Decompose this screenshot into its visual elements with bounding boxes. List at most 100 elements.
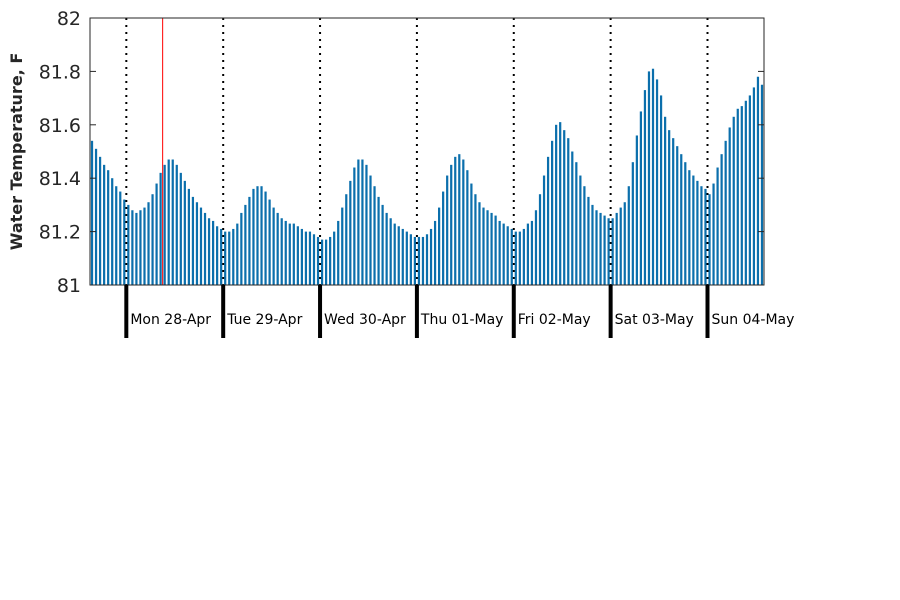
y-axis: 81 81.2 81.4 81.6 81.8 82 — [39, 8, 764, 297]
bar — [256, 186, 259, 285]
bar — [555, 124, 558, 285]
bar — [466, 170, 469, 285]
y-tick-label: 81.8 — [39, 61, 81, 83]
y-tick-label: 82 — [57, 8, 81, 30]
bar — [312, 234, 316, 285]
bar — [373, 186, 376, 285]
bar — [232, 228, 235, 285]
bar — [708, 194, 711, 285]
y-axis-label: Water Temperature, F — [7, 53, 26, 251]
bar — [280, 218, 283, 285]
bar — [199, 207, 203, 285]
bar — [579, 175, 582, 285]
bar — [551, 140, 554, 285]
bar — [591, 204, 594, 285]
bar — [393, 223, 396, 285]
bar — [361, 159, 364, 285]
bar — [224, 231, 227, 285]
bar — [724, 140, 727, 285]
bar — [183, 180, 186, 285]
bar — [627, 186, 630, 285]
bar — [672, 138, 675, 285]
bar — [655, 79, 659, 285]
bar — [187, 188, 190, 285]
bar — [320, 239, 324, 285]
bar — [341, 207, 344, 285]
bar — [228, 231, 231, 285]
bar — [684, 162, 687, 285]
bar — [462, 159, 465, 285]
bar — [401, 228, 404, 285]
day-tick-label: Sat 03-May — [615, 312, 694, 328]
bar — [300, 228, 303, 285]
bar — [244, 204, 247, 285]
bar — [268, 199, 271, 285]
bar — [474, 194, 477, 285]
bar — [381, 204, 384, 285]
bar — [207, 218, 211, 285]
day-tick-label: Sun 04-May — [712, 312, 795, 328]
bar — [385, 212, 388, 285]
bar — [284, 220, 287, 285]
bar — [470, 183, 473, 285]
bar — [147, 202, 150, 285]
y-tick-label: 81.2 — [39, 222, 81, 244]
bar — [623, 202, 626, 285]
bar — [119, 191, 122, 285]
bar — [123, 199, 126, 285]
bar — [127, 204, 130, 285]
day-tick-label: Wed 30-Apr — [324, 312, 406, 328]
bar — [446, 175, 449, 285]
bar — [240, 212, 243, 285]
bar — [607, 218, 610, 285]
bar — [478, 202, 481, 285]
bar — [518, 231, 521, 285]
bar — [296, 226, 299, 285]
bar — [163, 164, 166, 285]
bar — [353, 167, 356, 285]
bar — [498, 220, 501, 285]
bar — [389, 218, 392, 285]
bar — [542, 175, 546, 285]
bar — [583, 186, 586, 285]
bar — [159, 172, 162, 285]
bar — [429, 228, 433, 285]
bar — [712, 183, 715, 285]
y-tick-label: 81.4 — [39, 168, 81, 190]
bar — [506, 226, 509, 285]
bar — [264, 191, 267, 285]
bar — [615, 212, 618, 285]
bar — [688, 170, 691, 285]
bar — [567, 138, 570, 285]
bar — [571, 151, 574, 285]
bar — [575, 162, 578, 285]
bar — [413, 236, 416, 285]
bar — [433, 220, 437, 285]
bar — [425, 234, 429, 285]
bar — [308, 231, 312, 285]
bar — [175, 164, 178, 285]
bar — [668, 130, 671, 285]
bar — [659, 95, 663, 286]
bar — [502, 223, 505, 285]
bar — [195, 202, 199, 285]
bar — [409, 234, 412, 285]
bar — [639, 111, 643, 285]
bar — [90, 140, 94, 285]
bar — [587, 196, 590, 285]
bar — [482, 207, 485, 285]
bar — [599, 212, 602, 285]
bar — [167, 159, 170, 285]
bar — [651, 68, 655, 285]
bar — [337, 220, 340, 285]
bar — [216, 226, 219, 285]
bar — [510, 228, 513, 285]
bar — [397, 226, 400, 285]
bar — [760, 84, 764, 285]
day-tick-label: Tue 29-Apr — [226, 312, 302, 328]
bar — [603, 215, 606, 285]
bar — [720, 154, 723, 285]
bar — [676, 146, 679, 285]
bar — [744, 100, 747, 286]
bar — [143, 207, 146, 285]
